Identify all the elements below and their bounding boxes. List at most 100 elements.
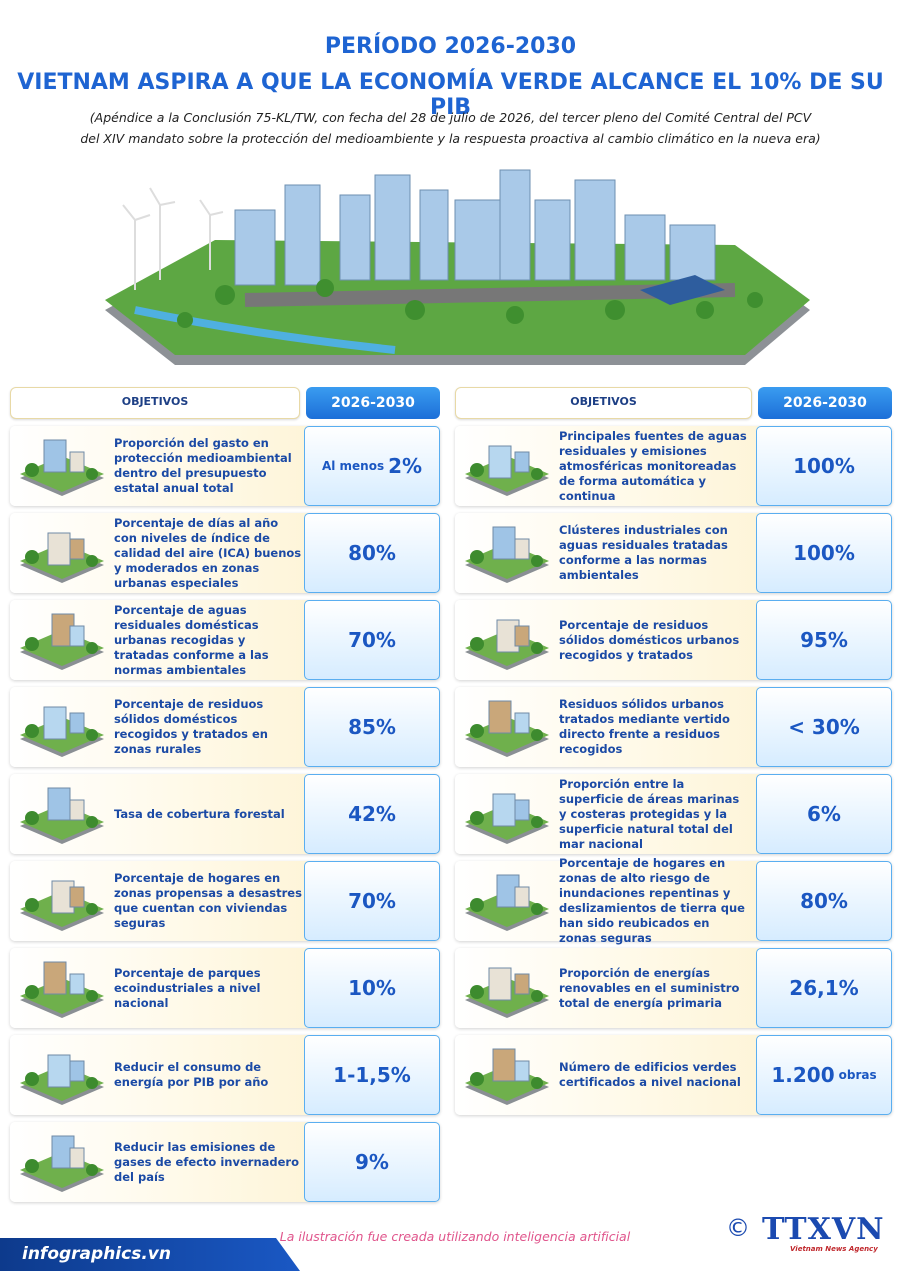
target-box: 70% [304, 600, 440, 680]
target-value: 9% [355, 1150, 389, 1174]
icon-part [470, 550, 484, 564]
row-icon [465, 445, 549, 496]
icon-part [86, 990, 98, 1002]
icon-part [43, 439, 67, 473]
icon-part [86, 555, 98, 567]
objective-text: Porcentaje de hogares en zonas de alto r… [559, 856, 745, 945]
target-value: 85% [348, 715, 396, 739]
objective-text: Reducir el consumo de energía por PIB po… [114, 1060, 269, 1089]
objectives-header: OBJETIVOS [10, 387, 300, 419]
target-value: 1.200 [771, 1063, 835, 1087]
icon-part [514, 625, 530, 647]
row-icon [465, 967, 549, 1018]
icon-part [69, 451, 85, 473]
row-icon [20, 787, 104, 844]
icon-part [531, 729, 543, 741]
target-value: 1-1,5% [333, 1063, 411, 1087]
icon-part [47, 532, 71, 566]
objective-text: Residuos sólidos urbanos tratados median… [559, 697, 730, 756]
icon-part [69, 1060, 85, 1082]
objective-text: Proporción del gasto en protección medio… [114, 436, 292, 495]
icon-part [69, 799, 85, 821]
row-icon [20, 613, 104, 670]
target-value: 10% [348, 976, 396, 1000]
row-icon [20, 532, 104, 583]
icon-part [470, 637, 484, 651]
icon-part [86, 816, 98, 828]
solar-roof [640, 275, 725, 305]
icon-part [531, 1077, 543, 1089]
objective-text: Porcentaje de residuos sólidos doméstico… [559, 617, 740, 662]
objective-row: Reducir el consumo de energía por PIB po… [10, 1035, 440, 1115]
objective-text: Porcentaje de hogares en zonas propensas… [114, 871, 302, 930]
objective-text: Principales fuentes de aguas residuales … [559, 428, 747, 503]
row-icon [20, 439, 104, 496]
icon-part [25, 550, 39, 564]
objective-row: Tasa de cobertura forestal 42% [10, 774, 440, 854]
icon-part [488, 967, 512, 1001]
icon-part [470, 1072, 484, 1086]
objective-row: Proporción entre la superficie de áreas … [455, 774, 892, 854]
target-box: 100% [756, 513, 892, 593]
icon-part [470, 985, 484, 999]
subtitle-line: (Apéndice a la Conclusión 75-KL/TW, con … [89, 110, 812, 125]
row-icon [20, 880, 104, 931]
icon-part [69, 973, 85, 995]
target-box: Al menos 2% [304, 426, 440, 506]
objective-row: Porcentaje de días al año con niveles de… [10, 513, 440, 593]
icon-part [514, 538, 530, 560]
site-band [0, 1238, 300, 1271]
row-icon [20, 961, 104, 1018]
icon-part [514, 451, 530, 473]
icon-part [531, 468, 543, 480]
city-illustration [105, 169, 810, 365]
icon-part [514, 973, 530, 995]
target-value: 6% [807, 802, 841, 826]
row-icon [20, 1054, 104, 1105]
icon-part [514, 799, 530, 821]
icon-part [25, 1159, 39, 1173]
target-prefix: Al menos [321, 459, 385, 473]
row-icon [20, 706, 104, 757]
icon-part [25, 1072, 39, 1086]
icon-part [86, 1164, 98, 1176]
icon-part [86, 729, 98, 741]
icon-part [25, 463, 39, 477]
target-box: 26,1% [756, 948, 892, 1028]
icon-part [492, 526, 516, 560]
icon-part [514, 886, 530, 908]
icon-part [531, 555, 543, 567]
target-box: 9% [304, 1122, 440, 1202]
objective-row: Porcentaje de aguas residuales doméstica… [10, 600, 440, 680]
site-name: infographics.vn [22, 1244, 171, 1264]
row-icon [20, 1135, 104, 1192]
objective-row: Clústeres industriales con aguas residua… [455, 513, 892, 593]
target-value: 100% [793, 454, 855, 478]
target-value: 70% [348, 628, 396, 652]
row-icon [465, 874, 549, 931]
target-value: 95% [800, 628, 848, 652]
icon-part [492, 1048, 516, 1082]
icon-part [488, 445, 512, 479]
icon-part [86, 468, 98, 480]
row-icon [465, 1048, 549, 1105]
target-value: 80% [800, 889, 848, 913]
icon-part [470, 811, 484, 825]
period-header: 2026-2030 [758, 387, 892, 419]
target-suffix: obras [838, 1068, 877, 1082]
row-icon [465, 619, 549, 670]
icon-part [514, 1060, 530, 1082]
target-value: 100% [793, 541, 855, 565]
objectives-header: OBJETIVOS [455, 387, 752, 419]
icon-part [86, 903, 98, 915]
target-box: 70% [304, 861, 440, 941]
target-value: < 30% [788, 715, 860, 739]
target-box: 100% [756, 426, 892, 506]
objective-row: Número de edificios verdes certificados … [455, 1035, 892, 1115]
target-box: 1.200 obras [756, 1035, 892, 1115]
subtitle-line: del XIV mandato sobre la protección del … [80, 131, 821, 146]
icon-part [531, 990, 543, 1002]
target-value: 80% [348, 541, 396, 565]
objective-text: Proporción de energías renovables en el … [559, 965, 740, 1010]
target-box: 95% [756, 600, 892, 680]
